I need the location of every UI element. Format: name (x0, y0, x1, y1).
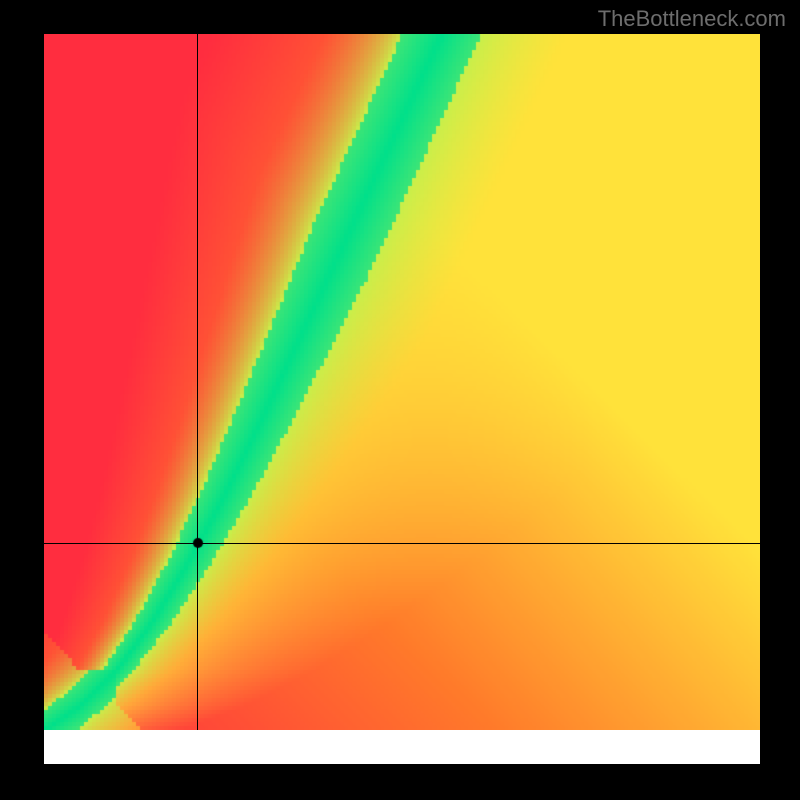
crosshair-horizontal (44, 543, 760, 544)
crosshair-marker (192, 537, 204, 549)
watermark-text: TheBottleneck.com (598, 6, 786, 32)
crosshair-vertical (197, 34, 198, 730)
frame-left (0, 0, 44, 800)
chart-container: TheBottleneck.com (0, 0, 800, 800)
frame-bottom (0, 764, 800, 800)
heatmap-canvas (44, 34, 760, 730)
frame-right (760, 0, 800, 800)
